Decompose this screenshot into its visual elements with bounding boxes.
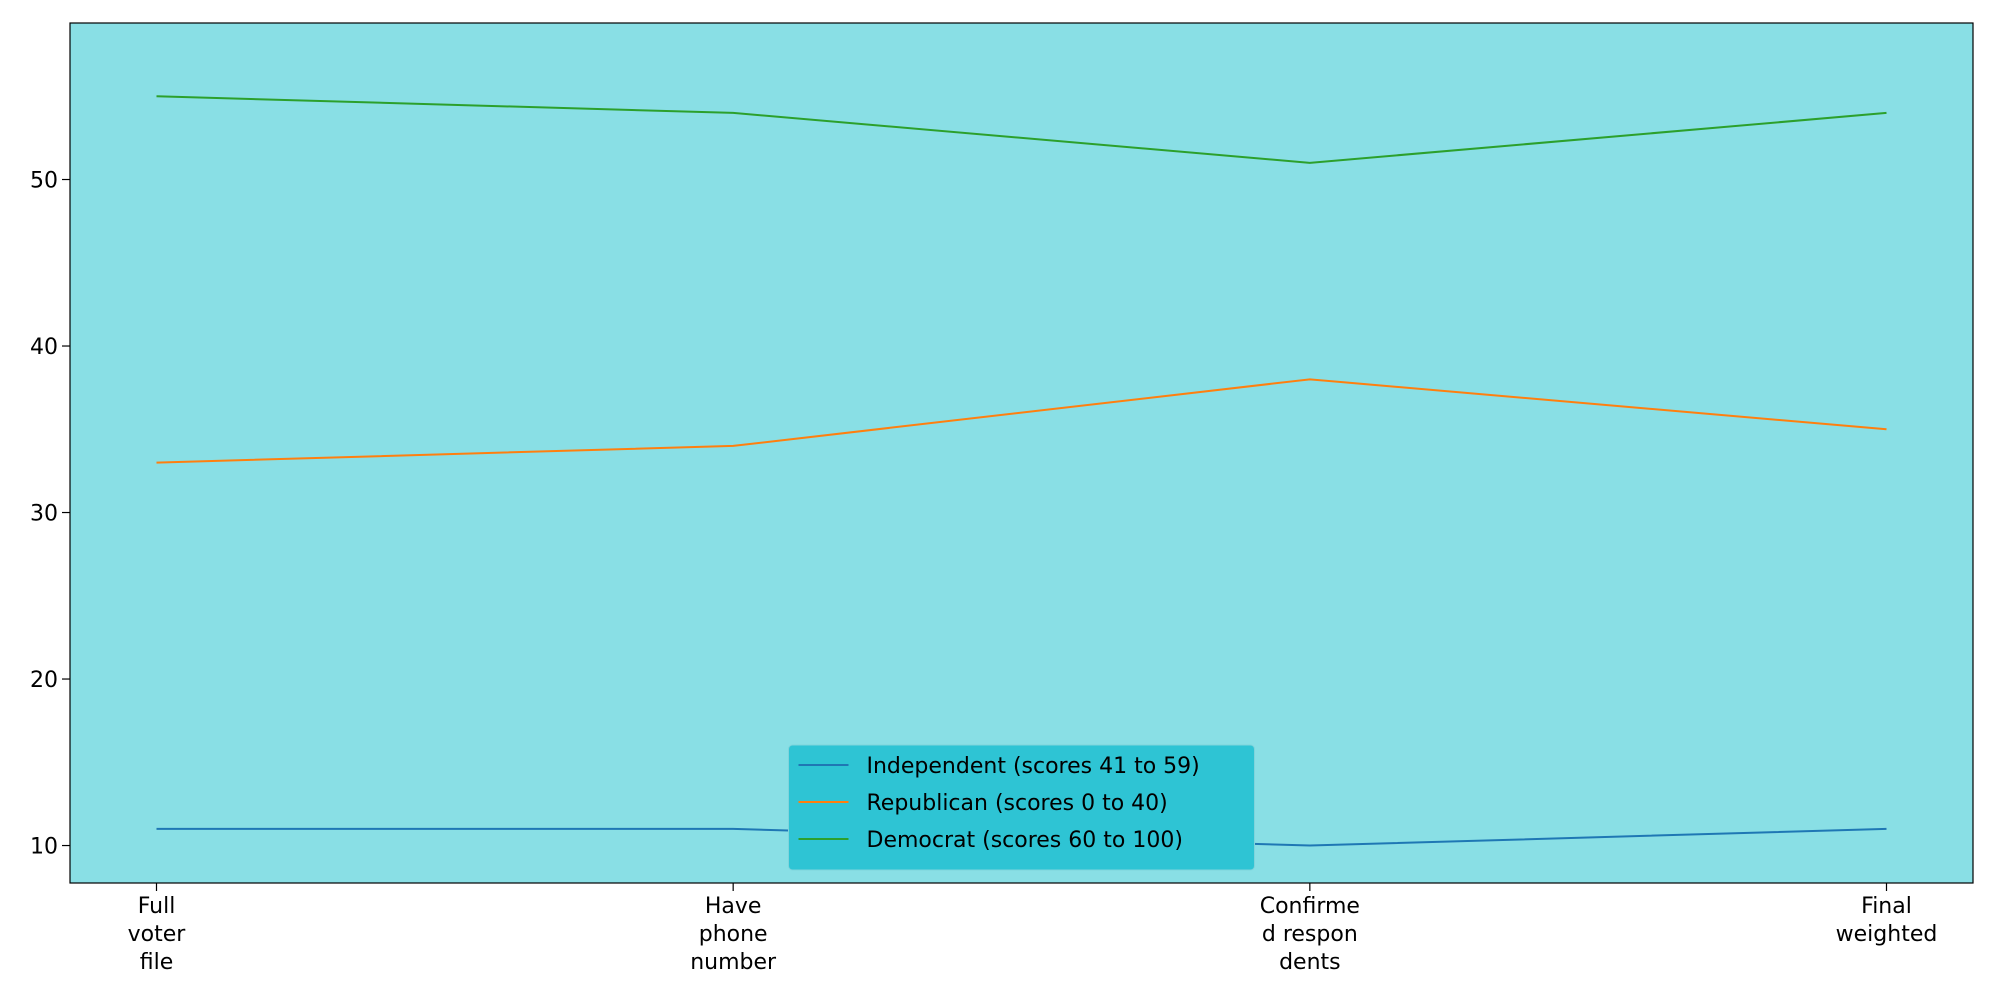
y-tick-label: 30 [30,502,58,527]
x-tick-label: Full voter file [128,894,187,975]
y-tick-label: 40 [30,335,58,360]
y-tick-label: 10 [30,835,58,860]
legend-label: Republican (scores 0 to 40) [867,791,1168,816]
plot-frame [69,22,1974,884]
legend-label: Democrat (scores 60 to 100) [867,828,1183,853]
x-tick-label: Have phone number [690,894,777,975]
legend-label: Independent (scores 41 to 59) [867,754,1200,779]
series-line [156,378,1887,464]
series-line [156,95,1887,164]
y-tick-label: 20 [30,668,58,693]
legend-box [788,744,1255,871]
x-tick-label: Final weighted [1836,894,1938,947]
y-tick-label: 50 [30,169,58,194]
plot-background [70,23,1973,883]
x-tick-label: Confirme d respon dents [1260,894,1360,975]
